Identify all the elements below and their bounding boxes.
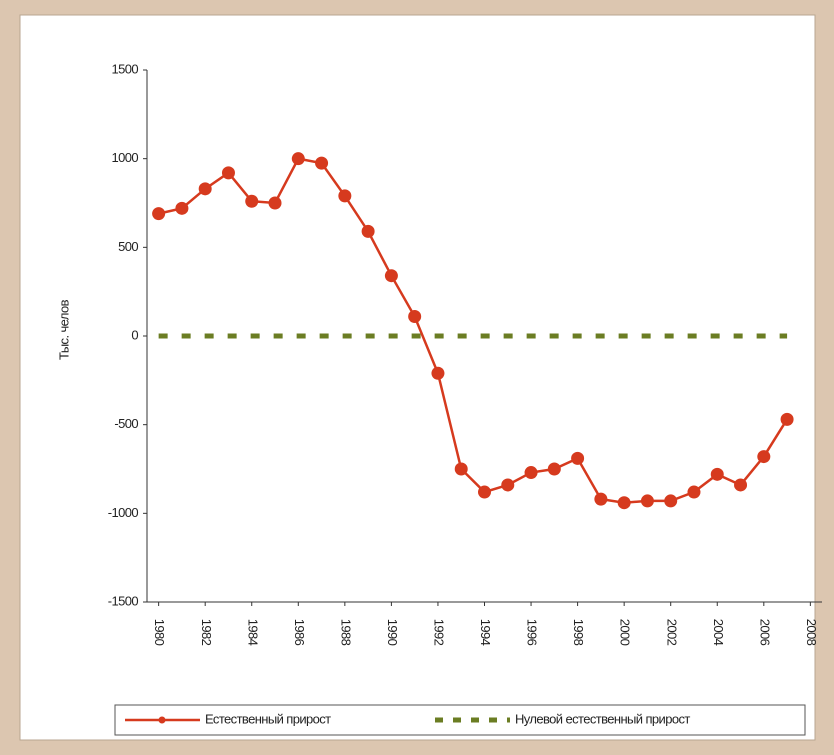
legend-label: Естественный прирост <box>205 711 331 726</box>
data-point <box>152 207 166 221</box>
data-point <box>757 450 771 464</box>
legend-box <box>114 704 806 736</box>
x-tick-label: 1982 <box>199 619 214 646</box>
data-point <box>454 462 468 476</box>
data-point <box>571 451 585 465</box>
data-point <box>198 182 212 196</box>
x-tick-label: 2002 <box>664 619 679 646</box>
x-tick-label: 1986 <box>292 619 307 646</box>
y-tick-label: -1500 <box>108 593 139 608</box>
data-point <box>338 189 352 203</box>
x-tick-label: 1994 <box>478 619 493 646</box>
panel <box>19 14 816 741</box>
x-tick-label: 1998 <box>571 619 586 646</box>
x-tick-label: 1988 <box>338 619 353 646</box>
legend-marker <box>158 716 166 724</box>
data-point <box>780 412 794 426</box>
y-axis-label: Тыс. челов <box>56 299 71 360</box>
y-tick-label: 0 <box>131 327 138 342</box>
y-tick-label: -500 <box>114 416 138 431</box>
y-tick-label: 500 <box>118 239 138 254</box>
x-tick-label: 1980 <box>152 619 167 646</box>
data-point <box>547 462 561 476</box>
x-tick-label: 1984 <box>245 619 260 646</box>
data-point <box>221 166 235 180</box>
data-point <box>617 496 631 510</box>
data-point <box>501 478 515 492</box>
y-tick-label: 1000 <box>111 150 138 165</box>
legend-label: Нулевой естественный прирост <box>515 711 690 726</box>
data-point <box>478 485 491 499</box>
data-point <box>431 366 445 380</box>
data-point <box>268 196 282 210</box>
data-point <box>384 269 398 283</box>
x-tick-label: 1990 <box>385 619 400 646</box>
data-point <box>291 152 305 166</box>
x-tick-label: 2004 <box>711 619 726 646</box>
data-point <box>640 494 654 508</box>
data-point <box>594 492 608 506</box>
y-tick-label: 1500 <box>111 61 138 76</box>
x-tick-label: 1996 <box>525 619 540 646</box>
data-point <box>408 309 422 323</box>
data-point <box>361 224 375 238</box>
data-point <box>175 201 189 215</box>
series-line <box>158 157 789 504</box>
x-tick-label: 1992 <box>432 619 447 646</box>
data-point <box>245 194 259 208</box>
x-tick-label: 2006 <box>757 619 772 646</box>
x-tick-label: 2008 <box>804 619 819 646</box>
y-tick-label: -1000 <box>108 505 139 520</box>
data-point <box>734 478 748 492</box>
data-point <box>664 494 678 508</box>
x-tick-label: 2000 <box>618 619 633 646</box>
data-point <box>687 485 701 499</box>
data-point <box>710 467 724 481</box>
data-point <box>524 466 538 480</box>
data-point <box>315 156 329 170</box>
